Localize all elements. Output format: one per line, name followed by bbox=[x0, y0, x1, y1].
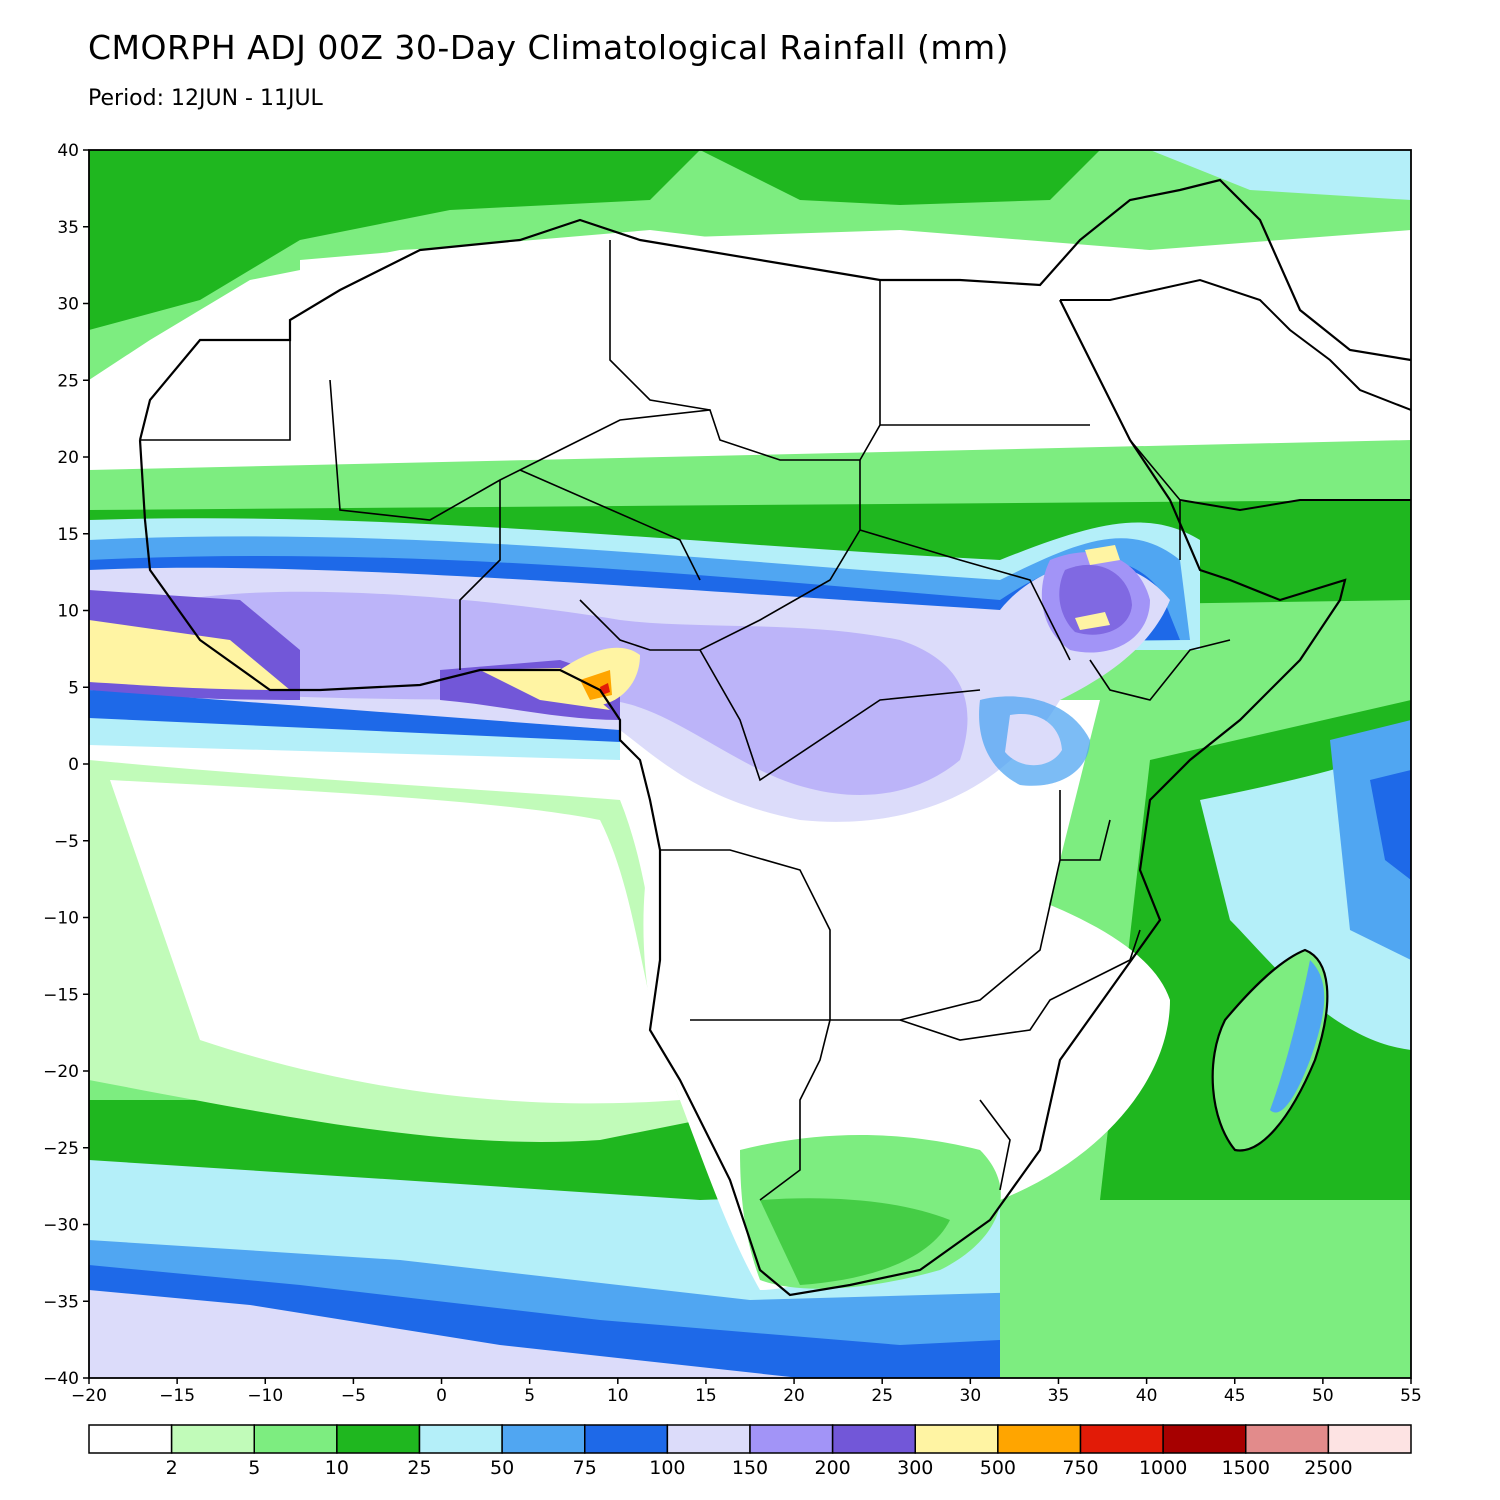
y-tick-label: −25 bbox=[43, 1139, 79, 1159]
x-tick-label: 40 bbox=[1136, 1386, 1158, 1406]
y-axis: 40 35 30 25 20 15 10 5 0 −5 −10 −15 −20 −25 −30 −35 −40 bbox=[43, 141, 89, 1389]
y-tick-label: 15 bbox=[57, 525, 79, 545]
x-tick-label: 10 bbox=[607, 1386, 629, 1406]
legend-swatch bbox=[418, 1424, 503, 1454]
x-tick-label: −10 bbox=[247, 1386, 283, 1406]
y-tick-label: 25 bbox=[57, 371, 79, 391]
map-title: CMORPH ADJ 00Z 30-Day Climatological Rai… bbox=[88, 28, 1010, 67]
legend-label: 300 bbox=[897, 1457, 933, 1479]
x-tick-label: 35 bbox=[1048, 1386, 1070, 1406]
y-tick-label: 30 bbox=[57, 295, 79, 315]
x-tick-label: 25 bbox=[871, 1386, 893, 1406]
rainfall-field bbox=[89, 150, 1411, 1378]
y-tick-label: 20 bbox=[57, 448, 79, 468]
guinea-coast-500 bbox=[89, 620, 290, 690]
legend-swatch bbox=[170, 1424, 255, 1454]
legend-swatch bbox=[253, 1424, 338, 1454]
legend-swatch bbox=[1162, 1424, 1247, 1454]
legend-label: 1500 bbox=[1222, 1457, 1270, 1479]
y-tick-label: −10 bbox=[43, 909, 79, 929]
x-tick-label: 55 bbox=[1400, 1386, 1422, 1406]
x-tick-label: 5 bbox=[524, 1386, 535, 1406]
legend-swatch bbox=[1327, 1424, 1412, 1454]
legend-swatch bbox=[1245, 1424, 1330, 1454]
legend-swatch bbox=[749, 1424, 834, 1454]
legend-label: 100 bbox=[649, 1457, 685, 1479]
y-tick-label: 0 bbox=[68, 755, 79, 775]
x-tick-label: −5 bbox=[341, 1386, 366, 1406]
y-tick-label: 10 bbox=[57, 602, 79, 622]
y-tick-label: −15 bbox=[43, 985, 79, 1005]
y-tick-label: −20 bbox=[43, 1062, 79, 1082]
legend-label: 25 bbox=[407, 1457, 431, 1479]
legend-label: 2 bbox=[166, 1457, 178, 1479]
x-tick-label: 45 bbox=[1224, 1386, 1246, 1406]
x-axis: −20 −15 −10 −5 0 5 10 15 20 25 30 35 40 45 50 55 bbox=[71, 1378, 1422, 1406]
legend-label: 50 bbox=[490, 1457, 514, 1479]
y-tick-label: −5 bbox=[54, 832, 79, 852]
y-tick-label: −35 bbox=[43, 1292, 79, 1312]
legend-label: 150 bbox=[732, 1457, 768, 1479]
legend-label: 2500 bbox=[1304, 1457, 1352, 1479]
legend-label: 1000 bbox=[1139, 1457, 1187, 1479]
legend-swatch bbox=[501, 1424, 586, 1454]
legend-label: 200 bbox=[814, 1457, 850, 1479]
legend-swatch bbox=[584, 1424, 669, 1454]
legend-label: 500 bbox=[980, 1457, 1016, 1479]
legend-swatch bbox=[914, 1424, 999, 1454]
legend-label: 5 bbox=[248, 1457, 260, 1479]
map-subtitle: Period: 12JUN - 11JUL bbox=[88, 86, 323, 111]
south-band-150 bbox=[89, 1290, 800, 1378]
legend-label: 750 bbox=[1062, 1457, 1098, 1479]
y-tick-label: 5 bbox=[68, 678, 79, 698]
x-tick-label: 15 bbox=[695, 1386, 717, 1406]
coastline bbox=[138, 178, 1411, 1297]
x-tick-label: 0 bbox=[436, 1386, 447, 1406]
x-tick-label: −15 bbox=[159, 1386, 195, 1406]
legend-swatch bbox=[1079, 1424, 1164, 1454]
legend-swatch bbox=[336, 1424, 421, 1454]
legend-label: 10 bbox=[325, 1457, 349, 1479]
madagascar-coast bbox=[1211, 948, 1329, 1152]
atlantic-dry bbox=[110, 780, 680, 1104]
x-tick-label: −20 bbox=[71, 1386, 107, 1406]
legend-swatch bbox=[997, 1424, 1082, 1454]
x-tick-label: 30 bbox=[960, 1386, 982, 1406]
y-tick-label: 35 bbox=[57, 218, 79, 238]
y-tick-label: 40 bbox=[57, 141, 79, 161]
country-borders bbox=[140, 240, 1231, 1201]
y-tick-label: −30 bbox=[43, 1216, 79, 1236]
legend-swatch bbox=[666, 1424, 751, 1454]
x-tick-label: 20 bbox=[783, 1386, 805, 1406]
legend-swatch bbox=[88, 1424, 173, 1454]
x-tick-label: 50 bbox=[1312, 1386, 1334, 1406]
y-tick-label: −40 bbox=[43, 1369, 79, 1389]
legend-swatch bbox=[831, 1424, 916, 1454]
color-legend: 2 5 10 25 50 75 100 150 200 300 500 750 1000 1500 2500 bbox=[88, 1424, 1412, 1479]
legend-label: 75 bbox=[573, 1457, 597, 1479]
